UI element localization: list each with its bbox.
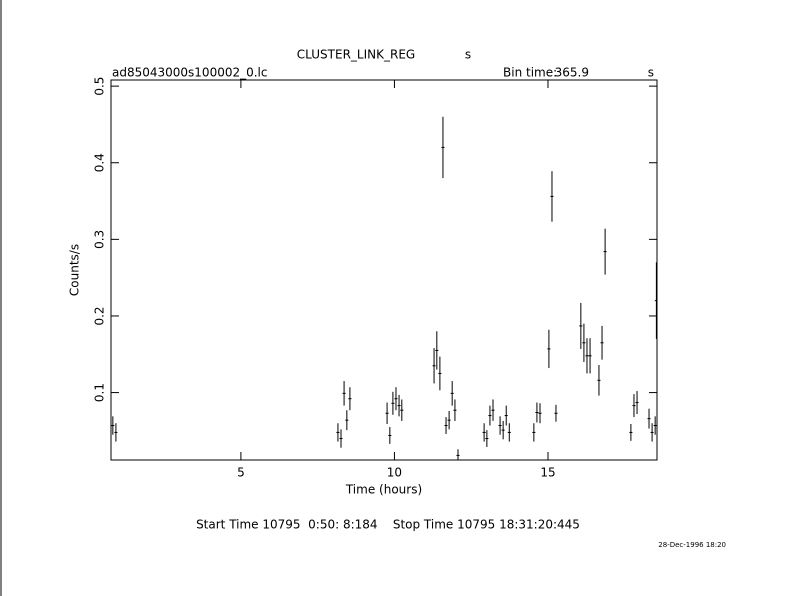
- file-name: ad85043000s100002_0.lc: [112, 66, 268, 80]
- chart-title: CLUSTER_LINK_REG: [297, 48, 415, 62]
- y-tick-label: 0.2: [93, 306, 107, 325]
- plot-date: 28-Dec-1996 18:20: [658, 541, 726, 549]
- x-tick-label: 15: [540, 466, 555, 480]
- y-tick-label: 0.3: [93, 230, 107, 249]
- bin-time: 365.9: [555, 66, 589, 80]
- x-axis-label: Time (hours): [345, 483, 422, 497]
- y-tick-label: 0.1: [93, 383, 107, 402]
- time-range: Start Time 10795 0:50: 8:184 Stop Time 1…: [196, 518, 580, 532]
- x-tick-label: 10: [387, 466, 402, 480]
- bin-label: Bin time:: [503, 66, 557, 80]
- title-unit: s: [465, 48, 471, 62]
- y-tick-label: 0.4: [93, 153, 107, 172]
- bin-unit: s: [648, 66, 654, 80]
- y-axis-label: Counts/s: [68, 244, 82, 296]
- y-tick-label: 0.5: [93, 77, 107, 96]
- x-tick-label: 5: [237, 466, 245, 480]
- plot-frame: [110, 79, 658, 461]
